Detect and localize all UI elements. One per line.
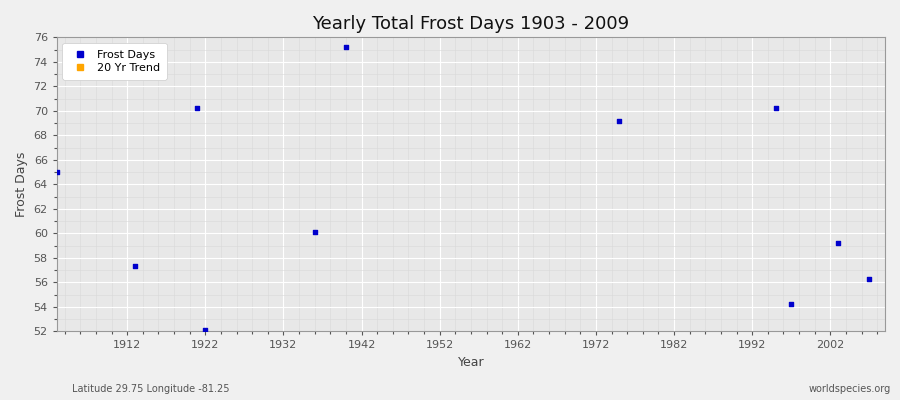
Point (862, 276, 877, 282)
Point (308, 229, 322, 235)
Point (338, 44, 353, 50)
Point (128, 263, 142, 270)
Point (784, 301, 798, 308)
Legend: Frost Days, 20 Yr Trend: Frost Days, 20 Yr Trend (62, 43, 166, 80)
X-axis label: Year: Year (457, 356, 484, 369)
Point (50, 169, 64, 175)
Point (831, 240, 845, 246)
Y-axis label: Frost Days: Frost Days (15, 152, 28, 217)
Point (612, 118, 626, 124)
Text: worldspecies.org: worldspecies.org (809, 384, 891, 394)
Point (769, 105, 783, 112)
Point (190, 105, 204, 112)
Text: Latitude 29.75 Longitude -81.25: Latitude 29.75 Longitude -81.25 (72, 384, 230, 394)
Title: Yearly Total Frost Days 1903 - 2009: Yearly Total Frost Days 1903 - 2009 (312, 15, 629, 33)
Point (198, 327, 212, 333)
